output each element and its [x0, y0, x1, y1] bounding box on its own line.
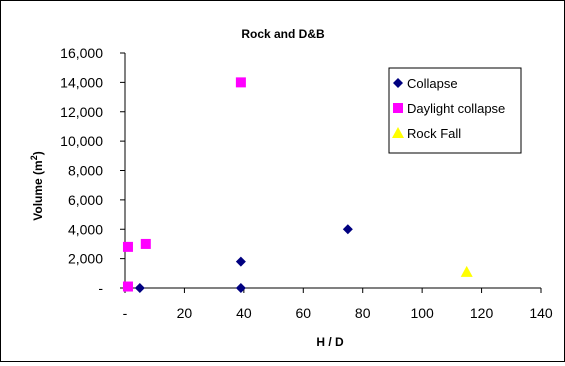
y-axis-label-text: Volume (m	[31, 160, 45, 220]
data-point-collapse	[342, 224, 353, 235]
data-point-rock-fall	[460, 265, 473, 277]
data-point-collapse	[134, 283, 145, 293]
y-tick-label: 4,000	[68, 221, 103, 237]
data-point-daylight-collapse	[235, 77, 246, 88]
x-tick-label: 60	[295, 305, 311, 321]
legend-label-daylight-collapse: Daylight collapse	[407, 101, 505, 116]
x-tick-label: 40	[236, 305, 252, 321]
data-point-collapse	[235, 283, 246, 293]
y-axis-label: Volume (m2)	[29, 151, 45, 220]
x-tick-label: 120	[470, 305, 494, 321]
data-point-daylight-collapse	[140, 238, 151, 249]
legend-marker-daylight-collapse	[393, 103, 403, 113]
data-point-collapse	[235, 256, 246, 267]
y-tick-label: 14,000	[60, 74, 103, 90]
y-tick-label: 10,000	[60, 133, 103, 149]
legend: Collapse Daylight collapse Rock Fall	[388, 67, 522, 154]
y-tick-label: 16,000	[60, 45, 103, 61]
chart-title: Rock and D&B	[241, 27, 325, 41]
x-tick-label: 20	[177, 305, 193, 321]
legend-box	[388, 67, 522, 154]
x-tick-label: 140	[529, 305, 553, 321]
legend-label-rock-fall: Rock Fall	[407, 126, 461, 141]
y-tick-label: 8,000	[68, 163, 103, 179]
legend-marker-rock-fall	[392, 127, 404, 138]
x-tick-label: 100	[410, 305, 434, 321]
data-point-daylight-collapse	[122, 241, 133, 252]
x-axis-label: H / D	[316, 335, 344, 349]
y-tick-label: 6,000	[68, 192, 103, 208]
plot-area: - 2,000 4,000 6,000 8,000 10,000 12,000 14,000 1…	[60, 45, 553, 321]
y-tick-label: -	[98, 280, 103, 296]
x-tick-label: 80	[355, 305, 371, 321]
data-point-daylight-collapse	[122, 281, 133, 292]
legend-label-collapse: Collapse	[407, 76, 458, 91]
y-axis-label-superscript: 2	[29, 155, 39, 160]
y-axis-label-close: )	[31, 151, 45, 155]
y-tick-label: 12,000	[60, 104, 103, 120]
x-tick-label: -	[123, 305, 128, 321]
y-tick-label: 2,000	[68, 251, 103, 267]
legend-marker-collapse	[393, 78, 403, 88]
